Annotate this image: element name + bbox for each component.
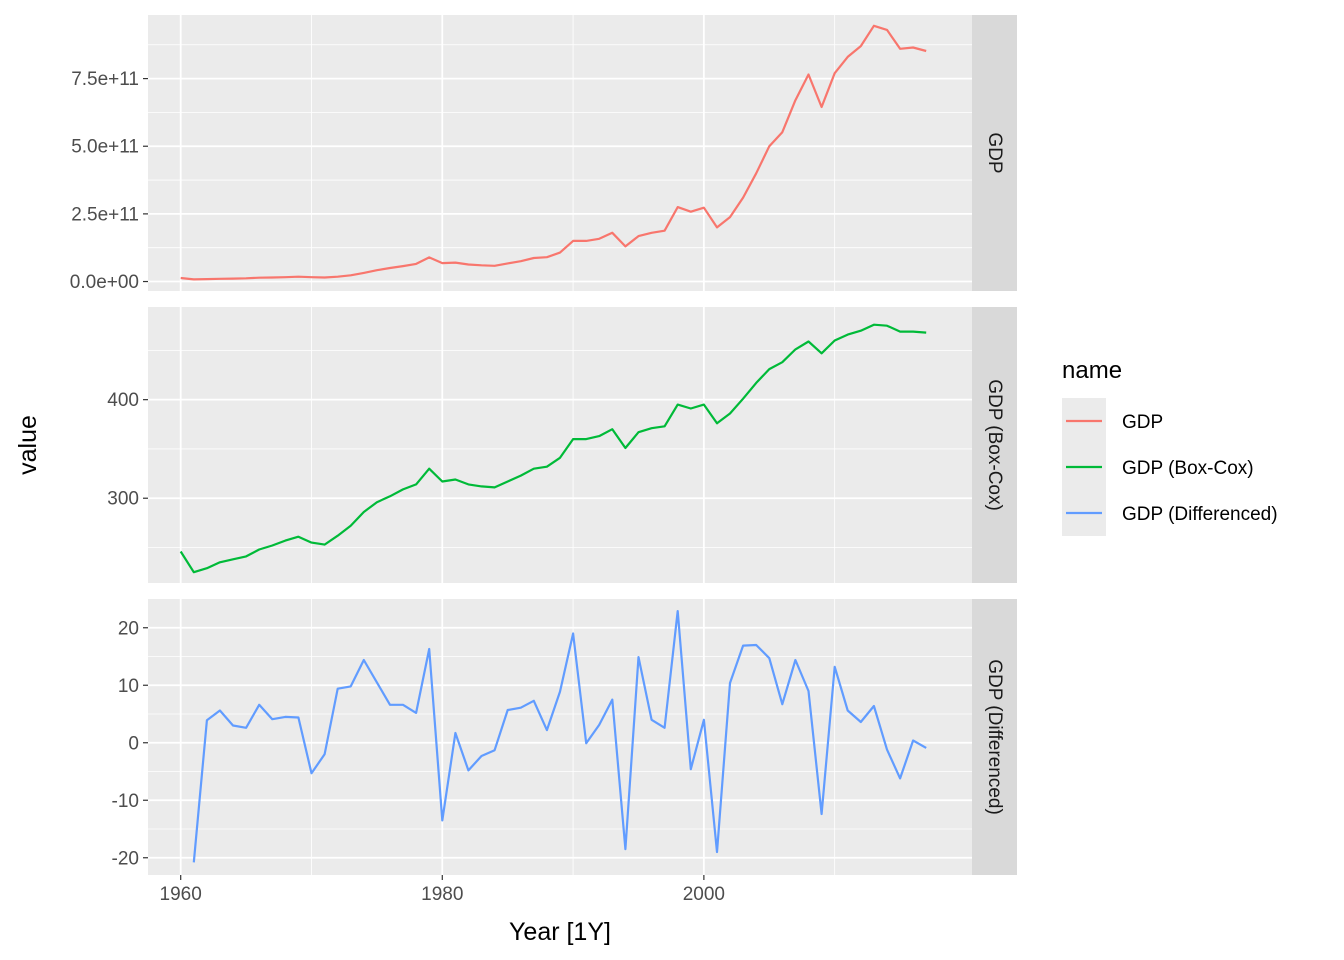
x-axis: 1960 1980 2000 bbox=[160, 875, 725, 905]
panel-background bbox=[148, 599, 972, 875]
y-tick-label: -20 bbox=[112, 848, 139, 869]
y-tick-label: -10 bbox=[112, 791, 139, 812]
legend-label: GDP (Box-Cox) bbox=[1122, 458, 1254, 479]
legend-entry: GDP (Box-Cox) bbox=[1062, 444, 1254, 490]
facet-strip-label: GDP bbox=[984, 132, 1005, 173]
panel-gdp-differenced: -20 -10 0 10 20 GDP (Differenced) bbox=[112, 599, 1017, 875]
series-line-gdp-differenced bbox=[192, 610, 927, 863]
panels-layer: 0.0e+00 2.5e+11 5.0e+11 7.5e+11 GDP 300 400 GDP… bbox=[70, 15, 1017, 905]
y-tick-label: 7.5e+11 bbox=[71, 69, 139, 90]
facet-strip-label: GDP (Differenced) bbox=[984, 659, 1005, 815]
legend-title: name bbox=[1062, 357, 1122, 384]
x-tick-label: 1980 bbox=[421, 884, 463, 905]
legend-entries: GDP GDP (Box-Cox) GDP (Differenced) bbox=[1062, 398, 1278, 536]
facet-strip bbox=[972, 15, 1017, 291]
x-tick-label: 2000 bbox=[683, 884, 725, 905]
legend-entry: GDP (Differenced) bbox=[1062, 490, 1278, 536]
y-tick-label: 20 bbox=[118, 618, 139, 639]
series-line-gdp-box-cox bbox=[179, 323, 927, 574]
facet-strip bbox=[972, 599, 1017, 875]
legend-entry: GDP bbox=[1062, 398, 1163, 444]
panel-gdp-box-cox: 300 400 GDP (Box-Cox) bbox=[107, 307, 1017, 583]
y-tick-label: 10 bbox=[118, 676, 139, 697]
panel-background bbox=[148, 307, 972, 583]
legend: name GDP GDP (Box-Cox) GDP (Differenced) bbox=[1062, 357, 1278, 536]
y-axis-title: value bbox=[14, 415, 42, 475]
y-tick-label: 0 bbox=[128, 733, 139, 754]
legend-label: GDP (Differenced) bbox=[1122, 504, 1278, 525]
panel-gdp: 0.0e+00 2.5e+11 5.0e+11 7.5e+11 GDP bbox=[70, 15, 1017, 293]
y-tick-label: 2.5e+11 bbox=[71, 204, 139, 225]
y-tick-label: 400 bbox=[107, 390, 139, 411]
x-axis-title: Year [1Y] bbox=[509, 918, 611, 946]
facet-strip-label: GDP (Box-Cox) bbox=[984, 379, 1005, 511]
legend-label: GDP bbox=[1122, 412, 1163, 433]
y-tick-label: 0.0e+00 bbox=[70, 272, 139, 293]
series-line-gdp bbox=[180, 24, 927, 281]
y-tick-label: 5.0e+11 bbox=[71, 137, 139, 158]
x-tick-label: 1960 bbox=[160, 884, 202, 905]
facet-strip bbox=[972, 307, 1017, 583]
y-tick-label: 300 bbox=[107, 489, 139, 510]
